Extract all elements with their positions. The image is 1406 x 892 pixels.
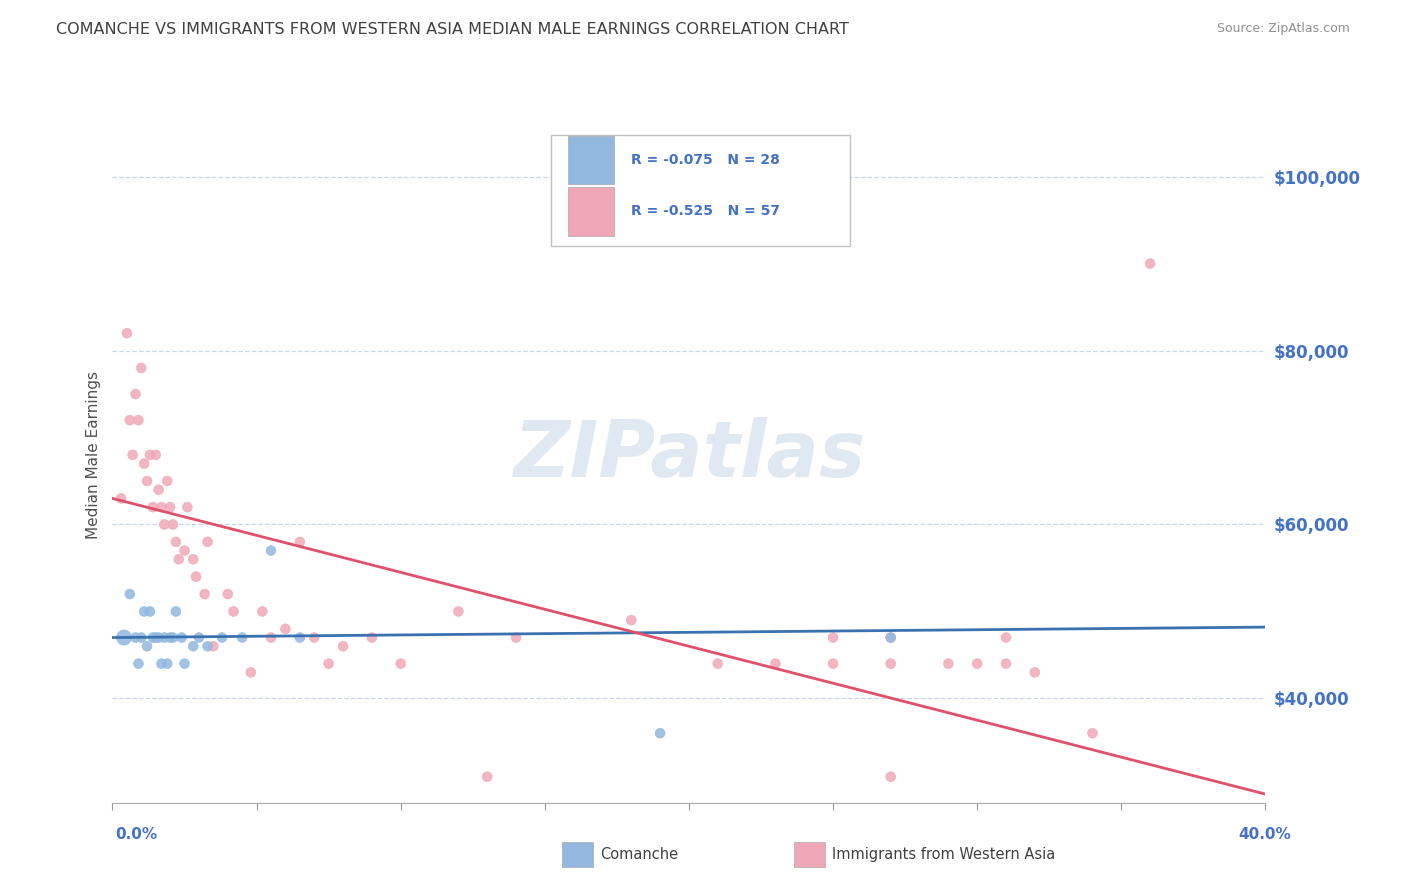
FancyBboxPatch shape bbox=[551, 135, 851, 246]
Text: Comanche: Comanche bbox=[600, 847, 679, 862]
Point bbox=[165, 535, 187, 549]
Point bbox=[145, 448, 167, 462]
Point bbox=[129, 361, 153, 376]
Point bbox=[332, 639, 354, 653]
Text: R = -0.525   N = 57: R = -0.525 N = 57 bbox=[631, 204, 780, 219]
Point bbox=[260, 543, 283, 558]
Point bbox=[447, 605, 470, 619]
Point bbox=[173, 543, 195, 558]
Point bbox=[211, 631, 233, 645]
Text: Immigrants from Western Asia: Immigrants from Western Asia bbox=[832, 847, 1056, 862]
Text: COMANCHE VS IMMIGRANTS FROM WESTERN ASIA MEDIAN MALE EARNINGS CORRELATION CHART: COMANCHE VS IMMIGRANTS FROM WESTERN ASIA… bbox=[56, 22, 849, 37]
Point bbox=[170, 631, 193, 645]
Point bbox=[880, 657, 903, 671]
Point bbox=[134, 605, 156, 619]
Point bbox=[966, 657, 988, 671]
Point bbox=[389, 657, 412, 671]
Point bbox=[936, 657, 959, 671]
Point bbox=[880, 770, 903, 784]
Point bbox=[162, 517, 184, 532]
Point bbox=[821, 657, 844, 671]
Point bbox=[181, 639, 204, 653]
Point bbox=[167, 552, 190, 566]
Point bbox=[202, 639, 225, 653]
Point bbox=[217, 587, 239, 601]
Point bbox=[194, 587, 217, 601]
Point bbox=[139, 605, 162, 619]
Point bbox=[148, 483, 170, 497]
Point bbox=[181, 552, 204, 566]
Point bbox=[153, 517, 176, 532]
Point bbox=[360, 631, 382, 645]
Bar bbox=[568, 187, 614, 235]
Point bbox=[184, 570, 207, 584]
Text: R = -0.075   N = 28: R = -0.075 N = 28 bbox=[631, 153, 780, 167]
Point bbox=[620, 613, 643, 627]
Point bbox=[880, 631, 903, 645]
Point bbox=[145, 631, 167, 645]
Point bbox=[148, 631, 170, 645]
Point bbox=[304, 631, 326, 645]
Point bbox=[706, 657, 728, 671]
Point bbox=[134, 457, 156, 471]
Point bbox=[475, 770, 498, 784]
Point bbox=[231, 631, 253, 645]
Point bbox=[162, 631, 184, 645]
Point bbox=[222, 605, 245, 619]
Point bbox=[129, 631, 153, 645]
Point bbox=[136, 639, 159, 653]
Bar bbox=[568, 136, 614, 185]
Point bbox=[118, 587, 141, 601]
Point bbox=[165, 605, 187, 619]
Point bbox=[153, 631, 176, 645]
Point bbox=[156, 474, 179, 488]
Point bbox=[505, 631, 527, 645]
Point bbox=[156, 657, 179, 671]
Point bbox=[318, 657, 340, 671]
Point bbox=[127, 413, 149, 427]
Point bbox=[765, 657, 787, 671]
Point bbox=[1024, 665, 1046, 680]
Point bbox=[124, 387, 146, 401]
Point bbox=[648, 726, 672, 740]
Point bbox=[821, 631, 844, 645]
Y-axis label: Median Male Earnings: Median Male Earnings bbox=[86, 371, 101, 539]
Point bbox=[239, 665, 262, 680]
Text: 40.0%: 40.0% bbox=[1237, 827, 1291, 841]
Point bbox=[139, 448, 162, 462]
Point bbox=[288, 535, 311, 549]
Point bbox=[260, 631, 283, 645]
Point bbox=[173, 657, 195, 671]
Point bbox=[1081, 726, 1104, 740]
Point bbox=[880, 631, 903, 645]
Text: Source: ZipAtlas.com: Source: ZipAtlas.com bbox=[1216, 22, 1350, 36]
Point bbox=[118, 413, 141, 427]
Text: 0.0%: 0.0% bbox=[115, 827, 157, 841]
Point bbox=[150, 500, 173, 515]
Point bbox=[121, 448, 143, 462]
Point bbox=[110, 491, 132, 506]
Text: ZIPatlas: ZIPatlas bbox=[513, 417, 865, 493]
Point bbox=[252, 605, 274, 619]
Point bbox=[142, 500, 165, 515]
Point bbox=[176, 500, 198, 515]
Point bbox=[142, 631, 165, 645]
Point bbox=[127, 657, 149, 671]
Point bbox=[288, 631, 311, 645]
Point bbox=[115, 326, 138, 341]
Point bbox=[159, 631, 181, 645]
Point bbox=[150, 657, 173, 671]
Point bbox=[197, 535, 219, 549]
Point bbox=[112, 631, 135, 645]
Point bbox=[124, 631, 146, 645]
Point bbox=[274, 622, 297, 636]
Point bbox=[995, 631, 1018, 645]
Point bbox=[197, 639, 219, 653]
Point bbox=[995, 657, 1018, 671]
Point bbox=[1139, 257, 1161, 271]
Point bbox=[188, 631, 211, 645]
Point bbox=[159, 500, 181, 515]
Point bbox=[136, 474, 159, 488]
